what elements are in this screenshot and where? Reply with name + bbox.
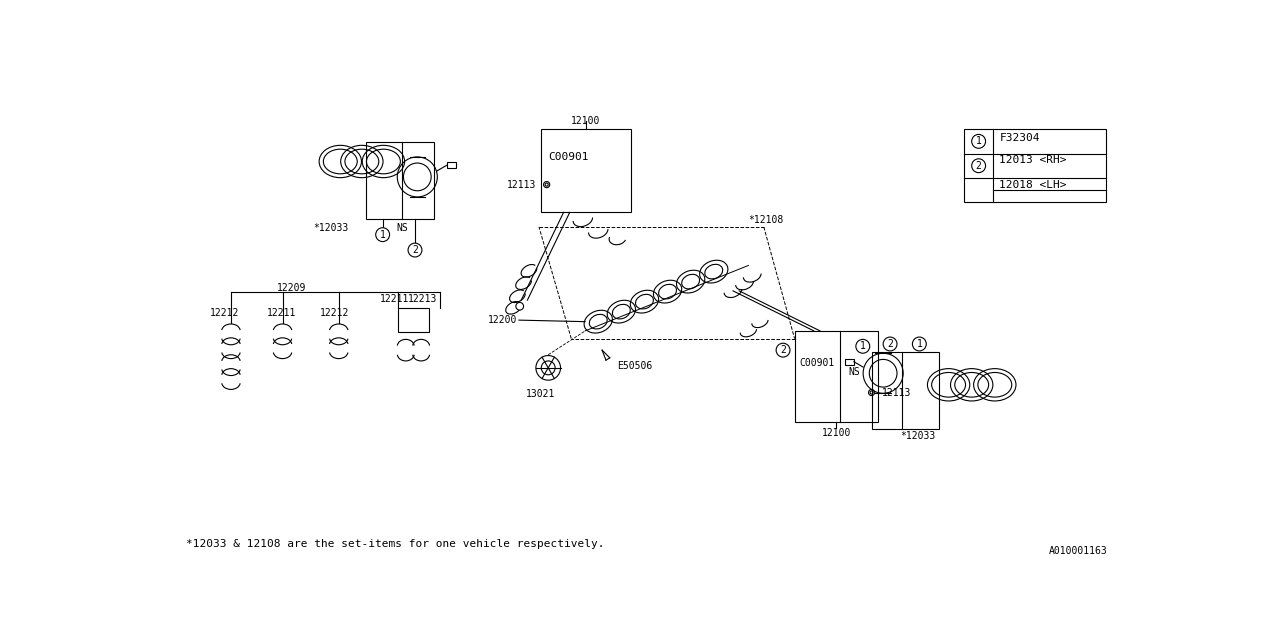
Circle shape — [376, 228, 389, 241]
Bar — [795, 331, 878, 422]
Text: NS: NS — [396, 223, 408, 233]
Text: 1: 1 — [916, 339, 923, 349]
Text: 12013 <RH>: 12013 <RH> — [1000, 155, 1068, 165]
Text: *12033 & 12108 are the set-items for one vehicle respectively.: *12033 & 12108 are the set-items for one… — [187, 539, 604, 549]
Circle shape — [913, 337, 927, 351]
Text: 12209: 12209 — [278, 283, 306, 293]
Bar — [366, 142, 434, 220]
Text: 1: 1 — [380, 230, 385, 239]
Text: NS: NS — [849, 367, 860, 378]
Text: 1: 1 — [860, 341, 865, 351]
Text: 1: 1 — [975, 136, 982, 147]
Text: F32304: F32304 — [1000, 132, 1039, 143]
Text: 12212: 12212 — [210, 308, 239, 318]
Text: 12212: 12212 — [320, 308, 349, 318]
Text: 12018 <LH>: 12018 <LH> — [1000, 180, 1068, 190]
Text: 12100: 12100 — [571, 116, 600, 126]
Circle shape — [883, 337, 897, 351]
Bar — [398, 308, 429, 332]
Circle shape — [856, 339, 869, 353]
Circle shape — [776, 343, 790, 357]
Circle shape — [408, 243, 422, 257]
Text: C00901: C00901 — [548, 152, 589, 163]
Text: 12100: 12100 — [822, 428, 851, 438]
Text: 12113: 12113 — [507, 180, 536, 189]
Text: 12211: 12211 — [380, 294, 410, 304]
Text: C00901: C00901 — [799, 358, 835, 368]
Text: 2: 2 — [975, 161, 982, 171]
Bar — [872, 353, 940, 429]
Text: *12033: *12033 — [900, 431, 936, 441]
Circle shape — [972, 159, 986, 173]
Text: 12113: 12113 — [882, 387, 911, 397]
Bar — [964, 129, 1106, 202]
Bar — [447, 163, 456, 168]
Text: 12211: 12211 — [268, 308, 297, 318]
Bar — [845, 358, 854, 365]
Text: A010001163: A010001163 — [1048, 546, 1107, 556]
Text: 2: 2 — [887, 339, 893, 349]
Text: 12200: 12200 — [488, 315, 517, 325]
Text: *12033: *12033 — [314, 223, 348, 233]
Text: 12213: 12213 — [408, 294, 438, 304]
Text: 13021: 13021 — [526, 388, 556, 399]
Text: *12108: *12108 — [749, 216, 783, 225]
Circle shape — [972, 134, 986, 148]
Circle shape — [516, 303, 524, 310]
Text: 2: 2 — [412, 245, 419, 255]
Text: E50506: E50506 — [617, 360, 653, 371]
Bar — [540, 129, 631, 212]
Text: 2: 2 — [780, 345, 786, 355]
